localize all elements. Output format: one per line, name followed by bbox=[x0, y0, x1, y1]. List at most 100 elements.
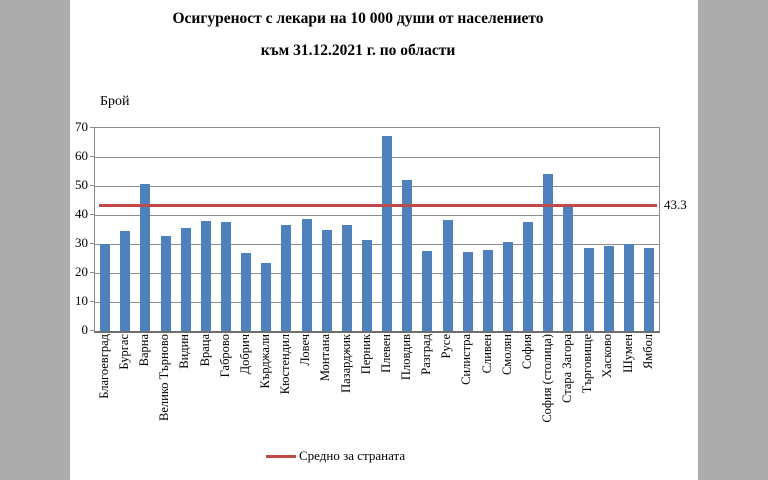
x-axis-label: Варна bbox=[137, 334, 152, 367]
x-axis-label-slot: Габрово bbox=[215, 334, 235, 446]
bar bbox=[140, 184, 151, 331]
x-axis-label-slot: Шумен bbox=[618, 334, 638, 446]
x-axis-label: Русе bbox=[439, 334, 454, 359]
x-axis-label-slot: Кюстендил bbox=[275, 334, 295, 446]
average-value-label: 43.3 bbox=[664, 197, 687, 212]
x-axis-label-slot: Добрич bbox=[235, 334, 255, 446]
x-axis-label: Кюстендил bbox=[278, 334, 293, 395]
y-tick-mark bbox=[90, 127, 94, 128]
x-axis-label: София bbox=[519, 334, 534, 370]
bar bbox=[603, 246, 614, 331]
x-axis-label-slot: Разград bbox=[416, 334, 436, 446]
x-axis-label: Сливен bbox=[479, 334, 494, 374]
gridline bbox=[95, 302, 659, 303]
x-axis-label-slot: Видин bbox=[175, 334, 195, 446]
y-tick-label: 60 bbox=[75, 148, 88, 163]
bar bbox=[200, 221, 211, 331]
chart-canvas: Осигуреност с лекари на 10 000 души от н… bbox=[70, 0, 698, 480]
x-axis-label: Стара Загора bbox=[560, 334, 575, 403]
bar bbox=[220, 222, 231, 331]
y-tick-label: 50 bbox=[75, 177, 88, 192]
plot-area bbox=[94, 127, 660, 333]
y-tick-mark bbox=[90, 301, 94, 302]
x-axis-label: Благоевград bbox=[96, 334, 111, 399]
bar bbox=[160, 235, 171, 331]
y-tick-label: 20 bbox=[75, 264, 88, 279]
x-axis-label: София (столица) bbox=[539, 334, 554, 423]
x-axis-label-slot: София (столица) bbox=[537, 334, 557, 446]
x-axis-label-slot: Пловдив bbox=[396, 334, 416, 446]
bar bbox=[120, 230, 131, 331]
bar bbox=[281, 225, 292, 331]
bar bbox=[180, 228, 191, 331]
average-line-legend-swatch bbox=[266, 454, 296, 458]
average-line bbox=[99, 203, 657, 207]
gridline bbox=[95, 157, 659, 158]
bar bbox=[482, 249, 493, 331]
bar bbox=[563, 206, 574, 331]
x-axis-label: Монтана bbox=[318, 334, 333, 382]
x-axis-label: Ямбол bbox=[640, 334, 655, 369]
x-axis-label-slot: Ямбол bbox=[638, 334, 658, 446]
bar bbox=[241, 253, 252, 331]
gridline bbox=[95, 244, 659, 245]
x-axis-label: Велико Търново bbox=[157, 334, 172, 421]
bar bbox=[100, 244, 111, 331]
bar bbox=[261, 263, 272, 331]
x-axis-label-slot: Плевен bbox=[376, 334, 396, 446]
y-tick-mark bbox=[90, 330, 94, 331]
x-axis-label: Кърджали bbox=[257, 334, 272, 389]
x-axis-label: Търговище bbox=[580, 334, 595, 394]
bar bbox=[643, 248, 654, 331]
bar bbox=[523, 222, 534, 331]
x-axis-label-slot: Враца bbox=[195, 334, 215, 446]
y-tick-mark bbox=[90, 156, 94, 157]
bar bbox=[301, 219, 312, 331]
x-axis-label-slot: Варна bbox=[134, 334, 154, 446]
y-axis-title: Брой bbox=[100, 94, 130, 109]
x-axis-label: Пловдив bbox=[398, 334, 413, 381]
y-axis-tick-labels: 0 10 20 30 40 50 60 70 bbox=[70, 119, 94, 337]
gridline bbox=[95, 186, 659, 187]
gridline bbox=[95, 215, 659, 216]
x-axis-label-slot: Смолян bbox=[497, 334, 517, 446]
bar bbox=[623, 244, 634, 331]
y-tick-label: 30 bbox=[75, 235, 88, 250]
x-axis-label-slot: Велико Търново bbox=[154, 334, 174, 446]
bar bbox=[583, 247, 594, 331]
y-tick-label: 10 bbox=[75, 293, 88, 308]
y-tick-mark bbox=[90, 185, 94, 186]
x-axis-label: Видин bbox=[177, 334, 192, 369]
x-axis-label-slot: Бургас bbox=[114, 334, 134, 446]
x-axis-label-slot: Силистра bbox=[457, 334, 477, 446]
bar bbox=[422, 251, 433, 331]
y-tick-label: 70 bbox=[75, 119, 88, 134]
legend: Средно за страната bbox=[266, 448, 405, 464]
x-axis-label-slot: Сливен bbox=[477, 334, 497, 446]
bar bbox=[462, 252, 473, 331]
bar bbox=[442, 219, 453, 331]
x-axis-label: Хасково bbox=[600, 334, 615, 378]
y-tick-mark bbox=[90, 214, 94, 215]
x-axis-label: Смолян bbox=[499, 334, 514, 376]
x-axis-label: Враца bbox=[197, 334, 212, 367]
bar bbox=[321, 229, 332, 331]
y-tick-label: 40 bbox=[75, 206, 88, 221]
x-axis-label: Плевен bbox=[378, 334, 393, 373]
x-axis-label-slot: София bbox=[517, 334, 537, 446]
x-axis-label-slot: Монтана bbox=[316, 334, 336, 446]
x-axis-label-slot: Благоевград bbox=[94, 334, 114, 446]
x-axis-label-slot: Хасково bbox=[598, 334, 618, 446]
x-axis-label: Шумен bbox=[620, 334, 635, 373]
bar bbox=[382, 135, 393, 331]
y-tick-mark bbox=[90, 272, 94, 273]
y-tick-label: 0 bbox=[81, 322, 89, 337]
x-axis-label: Разград bbox=[419, 334, 434, 375]
x-axis-label-slot: Ловеч bbox=[295, 334, 315, 446]
bar bbox=[543, 173, 554, 331]
x-axis-category-labels: Благоевград Бургас Варна Велико Търново Види… bbox=[94, 334, 658, 446]
x-axis-label-slot: Русе bbox=[436, 334, 456, 446]
x-axis-label: Бургас bbox=[116, 334, 131, 370]
x-axis-label: Ловеч bbox=[298, 334, 313, 366]
